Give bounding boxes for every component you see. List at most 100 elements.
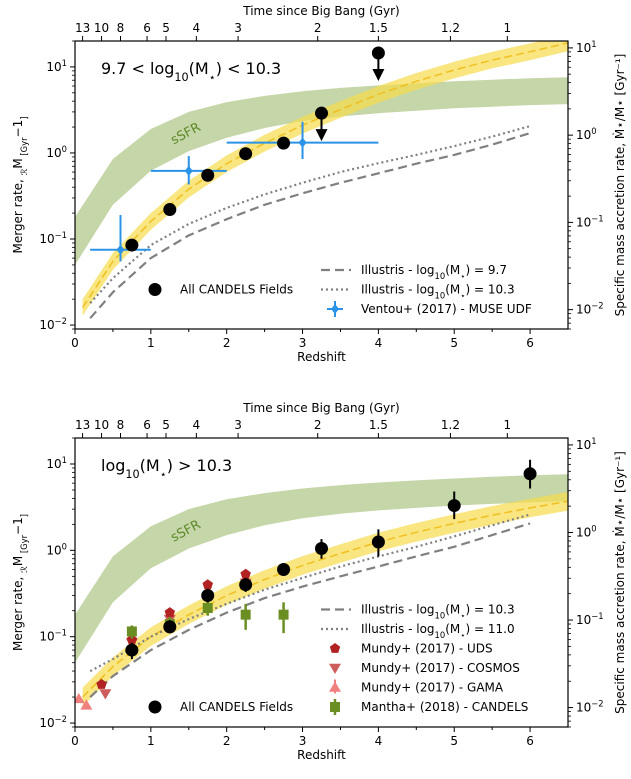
top-tick-label: 4: [193, 21, 201, 35]
x-tick-label: 0: [71, 734, 79, 748]
y-tick-label-part: −2: [55, 714, 67, 724]
y-axis-label-part: M: [11, 556, 25, 566]
candels-point: [277, 136, 291, 150]
y2-tick-label: 10−1: [576, 611, 604, 627]
legend-label-part: Illustris - log: [361, 622, 435, 636]
legend-label-part: Illustris - log: [361, 263, 435, 277]
x-axis-label: Redshift: [297, 748, 346, 762]
legend-label-part: ) = 10.3: [466, 283, 515, 297]
legend-label-part: 10: [435, 291, 446, 301]
y2-axis-label: Specific mass accretion rate, Ṁ⋆/M⋆ [Gyr…: [612, 54, 627, 317]
legend-label: Illustris - log10(M⋆) = 10.3: [361, 283, 515, 301]
candels-point: [371, 535, 385, 549]
y2-tick-label: 101: [576, 39, 597, 55]
legend-swatch-mundy-cosmos: [329, 663, 341, 674]
y2-tick-label: 10−2: [576, 699, 604, 715]
x-tick-label: 4: [375, 336, 383, 350]
legend-label-part: ) = 9.7: [466, 263, 507, 277]
panel-title: log10(M⋆) > 10.3: [101, 456, 232, 481]
panel-title-part: 10: [125, 468, 139, 481]
legend-swatch-mundy-gama: [329, 681, 341, 692]
legend-label-candels: All CANDELS Fields: [180, 283, 293, 297]
axes-frame: [74, 437, 569, 728]
top-tick-label: 1: [504, 21, 512, 35]
candels-point: [163, 203, 177, 217]
y-tick-label-part: 10: [39, 630, 54, 644]
mantha-point: [278, 609, 289, 620]
top-tick-label: 5: [162, 418, 170, 432]
x-axis-label: Redshift: [297, 350, 346, 364]
y2-tick-label-part: 1: [591, 436, 596, 446]
legend-swatch-candels: [148, 283, 162, 296]
legend-label: Illustris - log10(M⋆) = 10.3: [361, 603, 515, 621]
y-axis-label-part: Merger rate,: [11, 573, 25, 651]
candels-point: [277, 563, 291, 577]
legend-label-part: 10: [435, 271, 446, 281]
top-tick-label: 4: [193, 418, 201, 432]
ventou-point: [298, 137, 307, 148]
x-tick-label: 2: [223, 734, 231, 748]
candels-point: [239, 578, 253, 592]
legend-label-part: (M: [445, 263, 460, 277]
candels-point: [523, 467, 537, 481]
legend-swatch-ventou: [331, 304, 339, 314]
y2-tick-label-part: 0: [591, 126, 596, 136]
panel-title-part: ) > 10.3: [167, 456, 232, 475]
y-tick-label-part: 10: [39, 716, 54, 730]
y-axis-label-part: −1: [11, 120, 25, 138]
panel-title-part: 10: [174, 71, 188, 84]
y2-tick-label-part: −1: [591, 611, 603, 621]
y2-tick-label: 100: [576, 126, 597, 142]
y-tick-label: 10−1: [39, 230, 67, 246]
fit-line: [81, 42, 568, 308]
top-tick-label: 5: [162, 21, 170, 35]
y-tick-label: 100: [46, 541, 67, 557]
y-axis-label-part: ℛ: [19, 168, 29, 175]
y-axis-label: Merger rate, ℛM [Gyr−1]: [11, 514, 29, 651]
y-tick-label-part: −1: [55, 628, 67, 638]
candels-point: [125, 643, 139, 657]
y-tick-label-part: −1: [55, 230, 67, 240]
y-axis-label-part: −1: [11, 517, 25, 535]
top-tick-label: 1.2: [441, 418, 460, 432]
y2-tick-label-part: 10: [576, 303, 591, 317]
panel-title-part: (M: [140, 456, 160, 475]
y-axis-label-part: [Gyr: [19, 137, 29, 158]
axes-frame: [74, 40, 569, 330]
legend-swatch-mantha: [330, 702, 340, 712]
illustris-dashed-line: [89, 522, 531, 698]
y2-tick-label-part: 0: [591, 523, 596, 533]
top-tick-label: 1.2: [441, 21, 460, 35]
y-tick-label-part: 0: [62, 144, 67, 154]
legend-label: Mantha+ (2018) - CANDELS: [361, 700, 528, 714]
x-tick-label: 1: [147, 336, 155, 350]
y-tick-label-part: 10: [46, 60, 61, 74]
candels-point: [371, 46, 385, 60]
candels-point: [163, 620, 177, 634]
x-tick-label: 6: [526, 336, 534, 350]
legend-label-part: ⋆: [460, 611, 465, 621]
legend-label-part: Illustris - log: [361, 283, 435, 297]
x-tick-label: 5: [450, 336, 458, 350]
legend-label: Illustris - log10(M⋆) = 9.7: [361, 263, 507, 281]
legend-swatch-candels: [148, 700, 162, 714]
top-tick-label: 10: [94, 21, 109, 35]
y2-tick-label-part: 10: [576, 41, 591, 55]
x-tick-label: 3: [299, 734, 307, 748]
legend-label-part: ⋆: [460, 630, 465, 640]
panel-title-part: 9.7 < log: [101, 59, 174, 78]
top-tick-label: 2: [314, 418, 322, 432]
candels-point: [315, 542, 328, 556]
illustris-dashed-line: [89, 132, 531, 319]
legend-label: Mundy+ (2017) - UDS: [361, 642, 493, 656]
y-axis-label-part: M: [11, 158, 25, 168]
y-tick-label-part: 1: [62, 455, 67, 465]
candels-point: [201, 168, 215, 182]
mundy-cosmos-point: [99, 689, 112, 700]
panel-title-part: ⋆: [209, 71, 216, 84]
y-axis-label-part: [Gyr: [19, 534, 29, 555]
legend-label-candels: All CANDELS Fields: [180, 700, 293, 714]
